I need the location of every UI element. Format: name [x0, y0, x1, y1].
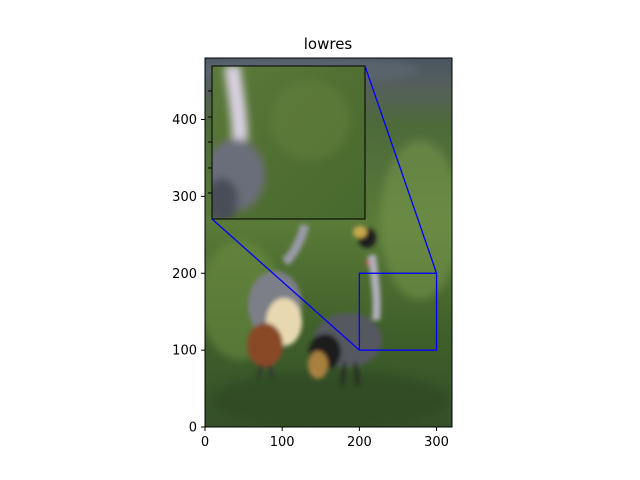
crane-left: [247, 223, 310, 379]
y-tick-label: 300: [172, 190, 197, 205]
x-axis: 0 100 200 300: [201, 427, 449, 450]
axes-frame: [204, 57, 453, 428]
y-tick-label: 200: [172, 267, 197, 282]
zoom-indicator: [211, 65, 438, 351]
x-tick-label: 200: [347, 435, 372, 450]
x-tick-label: 0: [201, 435, 209, 450]
y-tick-label: 100: [172, 344, 197, 359]
x-tick-label: 100: [270, 435, 295, 450]
y-axis: 0 100 200 300 400: [172, 113, 205, 436]
chart-title: lowres: [304, 35, 353, 53]
y-tick-label: 400: [172, 113, 197, 128]
x-tick-label: 300: [424, 435, 449, 450]
zoom-connector-top: [364, 65, 438, 274]
y-tick-label: 0: [189, 421, 197, 436]
inset-ticks: [208, 90, 212, 194]
zoom-rectangle: [358, 272, 438, 351]
zoom-connector-bottom: [211, 218, 360, 351]
zoom-inset: [212, 66, 365, 219]
